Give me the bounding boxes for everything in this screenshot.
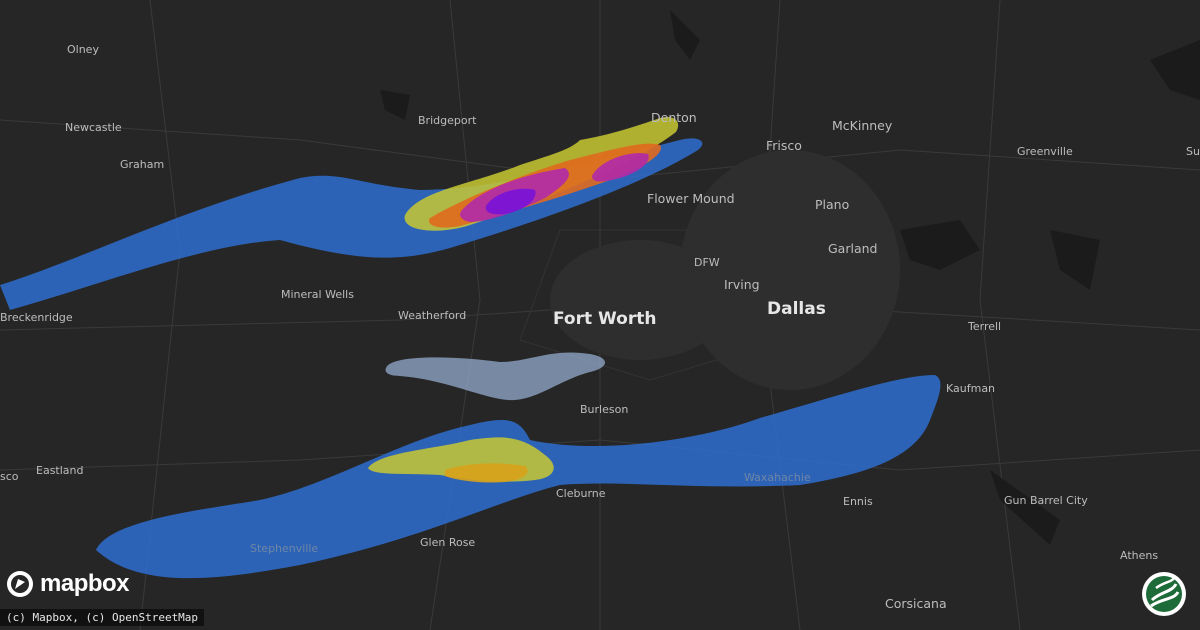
city-dallas: Dallas xyxy=(767,299,826,319)
city-waxahachie: Waxahachie xyxy=(744,471,811,484)
mapbox-branding[interactable]: mapbox xyxy=(6,570,130,598)
swath-south-gold xyxy=(445,463,528,483)
city-breckenridge: Breckenridge xyxy=(0,311,73,324)
city-cisco: sco xyxy=(0,470,19,483)
city-cleburne: Cleburne xyxy=(556,487,606,500)
city-weatherford: Weatherford xyxy=(398,309,466,322)
city-newcastle: Newcastle xyxy=(65,121,122,134)
map-attribution[interactable]: (c) Mapbox, (c) OpenStreetMap xyxy=(0,609,205,626)
city-garland: Garland xyxy=(828,241,877,256)
mapbox-logo-icon xyxy=(7,571,33,597)
city-corsicana: Corsicana xyxy=(885,596,947,611)
swath-north-purple xyxy=(485,188,536,215)
city-mineral-wells: Mineral Wells xyxy=(281,288,354,301)
city-glen-rose: Glen Rose xyxy=(420,536,475,549)
city-terrell: Terrell xyxy=(967,320,1001,333)
swath-middle-light xyxy=(385,352,606,401)
mapbox-wordmark: mapbox xyxy=(40,570,130,597)
water-bodies xyxy=(380,10,1200,545)
city-burleson: Burleson xyxy=(580,403,628,416)
city-labels: Olney Newcastle Graham Breckenridge Brid… xyxy=(0,43,1200,611)
city-flower-mound: Flower Mound xyxy=(647,191,735,206)
city-athens: Athens xyxy=(1120,549,1158,562)
city-irving: Irving xyxy=(724,277,760,292)
city-denton: Denton xyxy=(651,110,697,125)
city-plano: Plano xyxy=(815,197,849,212)
storm-swaths xyxy=(0,116,941,579)
hail-swirl-logo-icon[interactable] xyxy=(1142,572,1186,616)
city-graham: Graham xyxy=(120,158,164,171)
city-frisco: Frisco xyxy=(766,138,802,153)
city-dfw: DFW xyxy=(694,256,720,269)
city-ennis: Ennis xyxy=(843,495,873,508)
city-mckinney: McKinney xyxy=(832,118,893,133)
city-gun-barrel-city: Gun Barrel City xyxy=(1004,494,1088,507)
city-kaufman: Kaufman xyxy=(946,382,995,395)
city-eastland: Eastland xyxy=(36,464,84,477)
city-sulphur: Su xyxy=(1186,145,1200,158)
city-olney: Olney xyxy=(67,43,99,56)
city-bridgeport: Bridgeport xyxy=(418,114,477,127)
urban-areas xyxy=(550,150,900,390)
swath-north-magenta-2 xyxy=(592,153,649,182)
city-stephenville: Stephenville xyxy=(250,542,318,555)
city-greenville: Greenville xyxy=(1017,145,1073,158)
city-fort-worth: Fort Worth xyxy=(553,309,656,329)
